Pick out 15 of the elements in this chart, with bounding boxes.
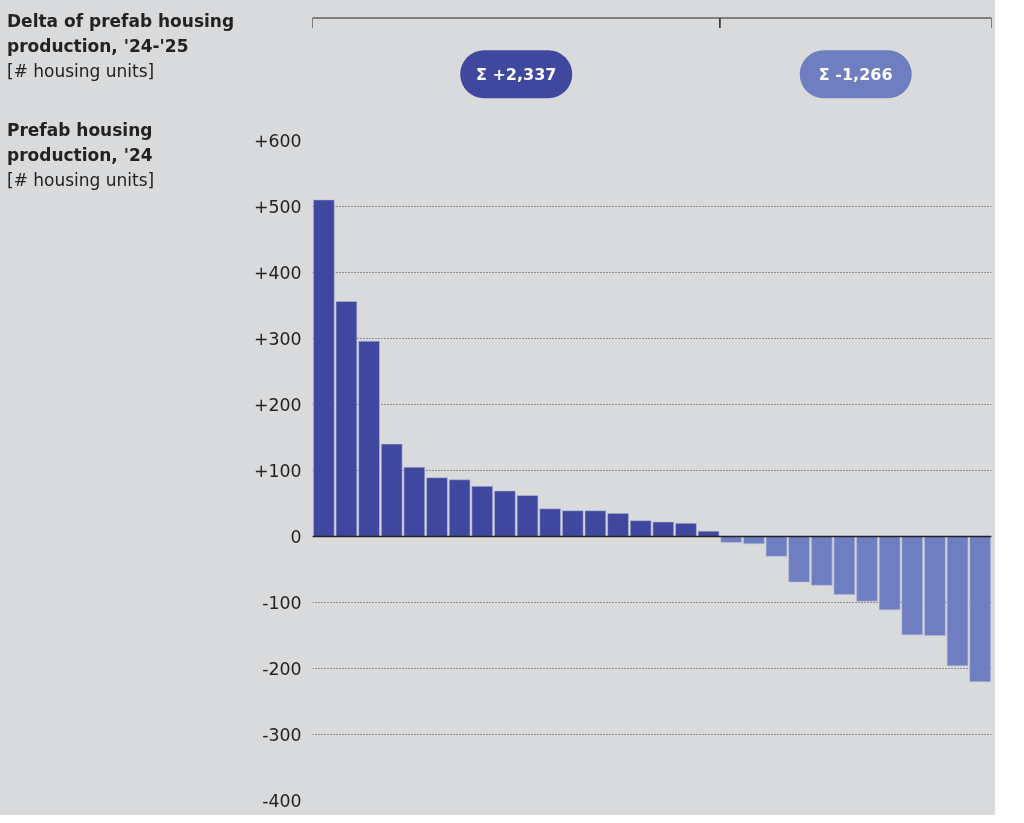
y-tick-label: -200: [262, 659, 302, 679]
y-tick-label: 0: [290, 527, 302, 547]
y-tick-label: -100: [262, 593, 302, 613]
text: Σ -1,266: [818, 64, 893, 84]
y-tick-label: +400: [253, 263, 302, 283]
text: Σ +2,337: [475, 64, 557, 84]
y-axis-title: Delta of prefab housing production, '24-'25 [# housing units]: [7, 10, 236, 83]
y-tick-label: +100: [253, 461, 302, 481]
y-tick-label: -300: [262, 725, 302, 745]
y-tick-label: +200: [253, 395, 302, 415]
y-tick-label: +300: [253, 329, 302, 349]
y-tick-label: +500: [253, 197, 302, 217]
y-tick-label: +600: [253, 131, 302, 151]
text: Prefab housing production, '24 [# housing units]: [7, 119, 156, 192]
y-tick-label: -400: [262, 791, 302, 811]
